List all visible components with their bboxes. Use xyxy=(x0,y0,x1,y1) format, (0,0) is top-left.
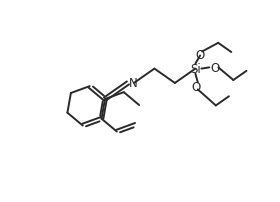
Text: N: N xyxy=(129,77,138,90)
Text: Si: Si xyxy=(190,63,201,76)
Text: O: O xyxy=(191,80,200,94)
Text: O: O xyxy=(195,49,205,62)
Text: O: O xyxy=(211,62,220,75)
